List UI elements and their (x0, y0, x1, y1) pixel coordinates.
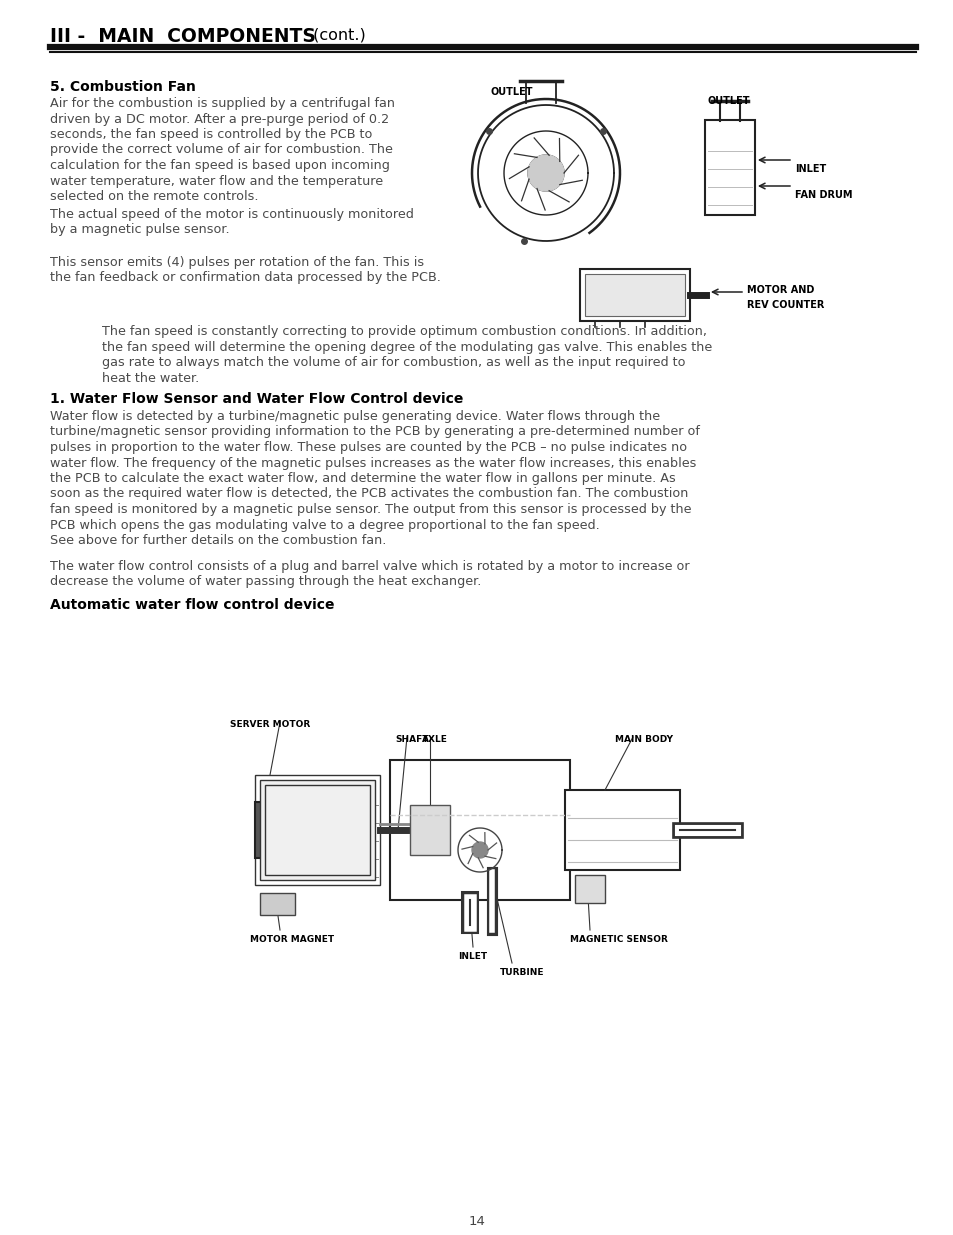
Text: water flow. The frequency of the magnetic pulses increases as the water flow inc: water flow. The frequency of the magneti… (50, 457, 696, 469)
Text: by a magnetic pulse sensor.: by a magnetic pulse sensor. (50, 224, 230, 236)
Text: MOTOR AND: MOTOR AND (746, 285, 814, 295)
Text: See above for further details on the combustion fan.: See above for further details on the com… (50, 534, 386, 547)
Text: The water flow control consists of a plug and barrel valve which is rotated by a: The water flow control consists of a plu… (50, 559, 689, 573)
Bar (704, 120, 754, 215)
Text: SHAFT: SHAFT (395, 735, 428, 743)
Bar (260, 893, 294, 915)
Text: The fan speed is constantly correcting to provide optimum combustion conditions.: The fan speed is constantly correcting t… (102, 325, 706, 338)
Text: 5. Combustion Fan: 5. Combustion Fan (50, 80, 195, 94)
Text: calculation for the fan speed is based upon incoming: calculation for the fan speed is based u… (50, 159, 390, 172)
Text: the fan feedback or confirmation data processed by the PCB.: the fan feedback or confirmation data pr… (50, 272, 440, 284)
Text: Air for the combustion is supplied by a centrifugal fan: Air for the combustion is supplied by a … (50, 98, 395, 110)
Text: The actual speed of the motor is continuously monitored: The actual speed of the motor is continu… (50, 207, 414, 221)
Text: decrease the volume of water passing through the heat exchanger.: decrease the volume of water passing thr… (50, 576, 481, 589)
Text: OUTLET: OUTLET (491, 86, 533, 98)
Text: pulses in proportion to the water flow. These pulses are counted by the PCB – no: pulses in proportion to the water flow. … (50, 441, 686, 454)
Text: Water flow is detected by a turbine/magnetic pulse generating device. Water flow: Water flow is detected by a turbine/magn… (50, 410, 659, 424)
Text: fan speed is monitored by a magnetic pulse sensor. The output from this sensor i: fan speed is monitored by a magnetic pul… (50, 503, 691, 516)
Text: PCB which opens the gas modulating valve to a degree proportional to the fan spe: PCB which opens the gas modulating valve… (50, 519, 599, 531)
Text: This sensor emits (4) pulses per rotation of the fan. This is: This sensor emits (4) pulses per rotatio… (50, 256, 424, 269)
Text: 14: 14 (468, 1215, 485, 1228)
Text: MAIN BODY: MAIN BODY (615, 735, 672, 743)
Text: 1. Water Flow Sensor and Water Flow Control device: 1. Water Flow Sensor and Water Flow Cont… (50, 391, 463, 406)
Text: INLET: INLET (457, 952, 487, 961)
Bar (410, 805, 450, 855)
Text: heat the water.: heat the water. (102, 372, 199, 384)
FancyBboxPatch shape (254, 802, 280, 858)
Text: provide the correct volume of air for combustion. The: provide the correct volume of air for co… (50, 143, 393, 157)
Polygon shape (527, 156, 563, 191)
Text: (cont.): (cont.) (308, 28, 365, 43)
Text: INLET: INLET (794, 164, 825, 174)
Text: TURBINE: TURBINE (499, 968, 544, 977)
Bar (564, 790, 679, 869)
Text: MOTOR MAGNET: MOTOR MAGNET (250, 935, 334, 944)
Text: OUTLET: OUTLET (707, 96, 750, 106)
Bar (260, 781, 375, 881)
Text: soon as the required water flow is detected, the PCB activates the combustion fa: soon as the required water flow is detec… (50, 488, 688, 500)
Bar (254, 776, 379, 885)
Bar (265, 785, 370, 876)
Text: driven by a DC motor. After a pre-purge period of 0.2: driven by a DC motor. After a pre-purge … (50, 112, 389, 126)
Text: REV COUNTER: REV COUNTER (746, 300, 823, 310)
Text: gas rate to always match the volume of air for combustion, as well as the input : gas rate to always match the volume of a… (102, 356, 685, 369)
Text: III -  MAIN  COMPONENTS: III - MAIN COMPONENTS (50, 27, 315, 46)
Bar (575, 876, 604, 903)
Text: Automatic water flow control device: Automatic water flow control device (50, 598, 335, 613)
Polygon shape (472, 842, 488, 858)
Text: SERVER MOTOR: SERVER MOTOR (230, 720, 310, 729)
Bar (390, 760, 569, 900)
Text: turbine/magnetic sensor providing information to the PCB by generating a pre-det: turbine/magnetic sensor providing inform… (50, 426, 700, 438)
Text: selected on the remote controls.: selected on the remote controls. (50, 190, 258, 203)
Text: FAN DRUM: FAN DRUM (794, 190, 852, 200)
Text: the fan speed will determine the opening degree of the modulating gas valve. Thi: the fan speed will determine the opening… (102, 341, 712, 353)
Text: AXLE: AXLE (421, 735, 447, 743)
Bar (584, 274, 684, 316)
Text: seconds, the fan speed is controlled by the PCB to: seconds, the fan speed is controlled by … (50, 128, 372, 141)
Text: MAGNETIC SENSOR: MAGNETIC SENSOR (569, 935, 667, 944)
Text: the PCB to calculate the exact water flow, and determine the water flow in gallo: the PCB to calculate the exact water flo… (50, 472, 675, 485)
Bar (579, 269, 689, 321)
Text: water temperature, water flow and the temperature: water temperature, water flow and the te… (50, 174, 383, 188)
